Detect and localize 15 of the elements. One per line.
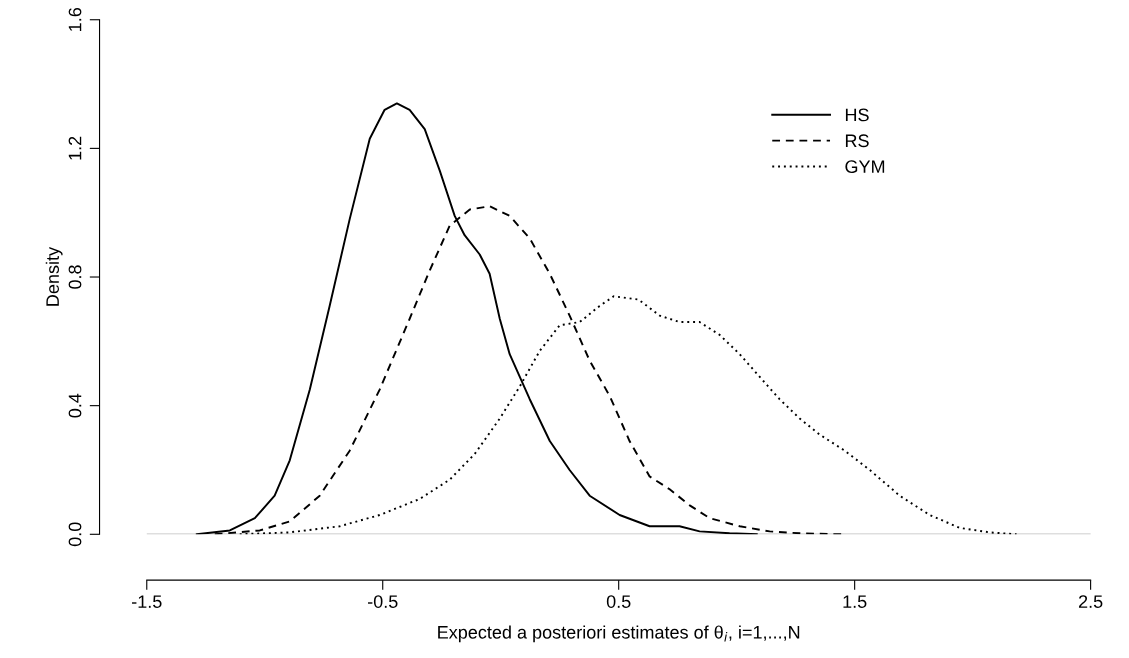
legend-label: GYM: [845, 160, 885, 174]
legend-label: RS: [845, 134, 869, 148]
y-tick-label: 1.2: [68, 136, 82, 160]
x-tick-label: -0.5: [367, 595, 398, 608]
y-tick-label: 0.8: [68, 265, 82, 289]
x-tick-label: 0.5: [606, 595, 631, 608]
y-tick-label: 1.6: [68, 7, 82, 31]
x-tick-label: -1.5: [132, 595, 162, 608]
x-tick-label: 2.5: [1078, 595, 1103, 608]
legend-label: HS: [845, 108, 869, 122]
y-tick-label: 0.4: [68, 393, 82, 418]
x-axis-title: Expected a posteriori estimates of θ$_{i}$, i=1,...,N: [438, 625, 800, 643]
y-axis-title: Density: [45, 246, 63, 306]
x-tick-label: 1.5: [843, 595, 867, 608]
y-tick-label: 0.0: [68, 522, 82, 547]
